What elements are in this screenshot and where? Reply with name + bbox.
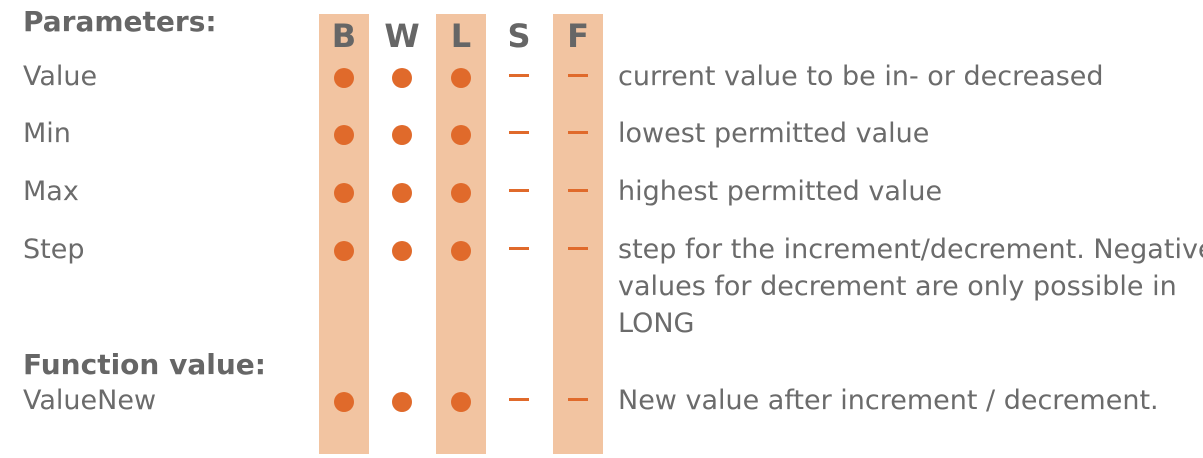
function-value-desc: New value after increment / decrement.	[618, 385, 1159, 416]
function-value-name: ValueNew	[23, 385, 157, 416]
dot-marker-min-b	[334, 125, 354, 145]
dot-marker-value-l	[451, 68, 471, 88]
dash-marker-step-s	[509, 247, 529, 250]
dash-marker-min-s	[509, 131, 529, 134]
dot-marker-step-l	[451, 241, 471, 261]
dash-marker-value-f	[568, 74, 588, 77]
param-desc-max: highest permitted value	[618, 176, 943, 207]
dot-marker-min-w	[392, 125, 412, 145]
dash-marker-max-f	[568, 189, 588, 192]
column-header-w: W	[384, 17, 420, 55]
dot-marker-value-b	[334, 68, 354, 88]
column-header-s: S	[507, 17, 531, 55]
param-name-min: Min	[23, 118, 71, 149]
dot-marker-valuenew-l	[451, 392, 471, 412]
param-desc-step-line1: step for the increment/decrement. Negati…	[618, 234, 1203, 265]
dot-marker-valuenew-b	[334, 392, 354, 412]
param-name-step: Step	[23, 234, 85, 265]
dash-marker-max-s	[509, 189, 529, 192]
column-header-l: L	[450, 17, 472, 55]
dot-marker-value-w	[392, 68, 412, 88]
column-header-b: B	[331, 17, 357, 55]
param-name-max: Max	[23, 176, 79, 207]
dot-marker-max-l	[451, 183, 471, 203]
function-value-heading: Function value:	[23, 348, 266, 381]
param-desc-step-line2: values for decrement are only possible i…	[618, 271, 1177, 302]
param-desc-step-line3: LONG	[618, 308, 695, 339]
dot-marker-step-b	[334, 241, 354, 261]
dash-marker-valuenew-s	[509, 398, 529, 401]
parameters-heading: Parameters:	[23, 5, 217, 38]
column-header-f: F	[567, 17, 589, 55]
param-name-value: Value	[23, 61, 98, 92]
dash-marker-step-f	[568, 247, 588, 250]
dot-marker-max-w	[392, 183, 412, 203]
column-band-f	[553, 14, 603, 454]
dash-marker-min-f	[568, 131, 588, 134]
param-desc-value: current value to be in- or decreased	[618, 61, 1104, 92]
dash-marker-valuenew-f	[568, 398, 588, 401]
dot-marker-max-b	[334, 183, 354, 203]
param-desc-min: lowest permitted value	[618, 118, 930, 149]
dot-marker-min-l	[451, 125, 471, 145]
dot-marker-valuenew-w	[392, 392, 412, 412]
dot-marker-step-w	[392, 241, 412, 261]
dash-marker-value-s	[509, 74, 529, 77]
